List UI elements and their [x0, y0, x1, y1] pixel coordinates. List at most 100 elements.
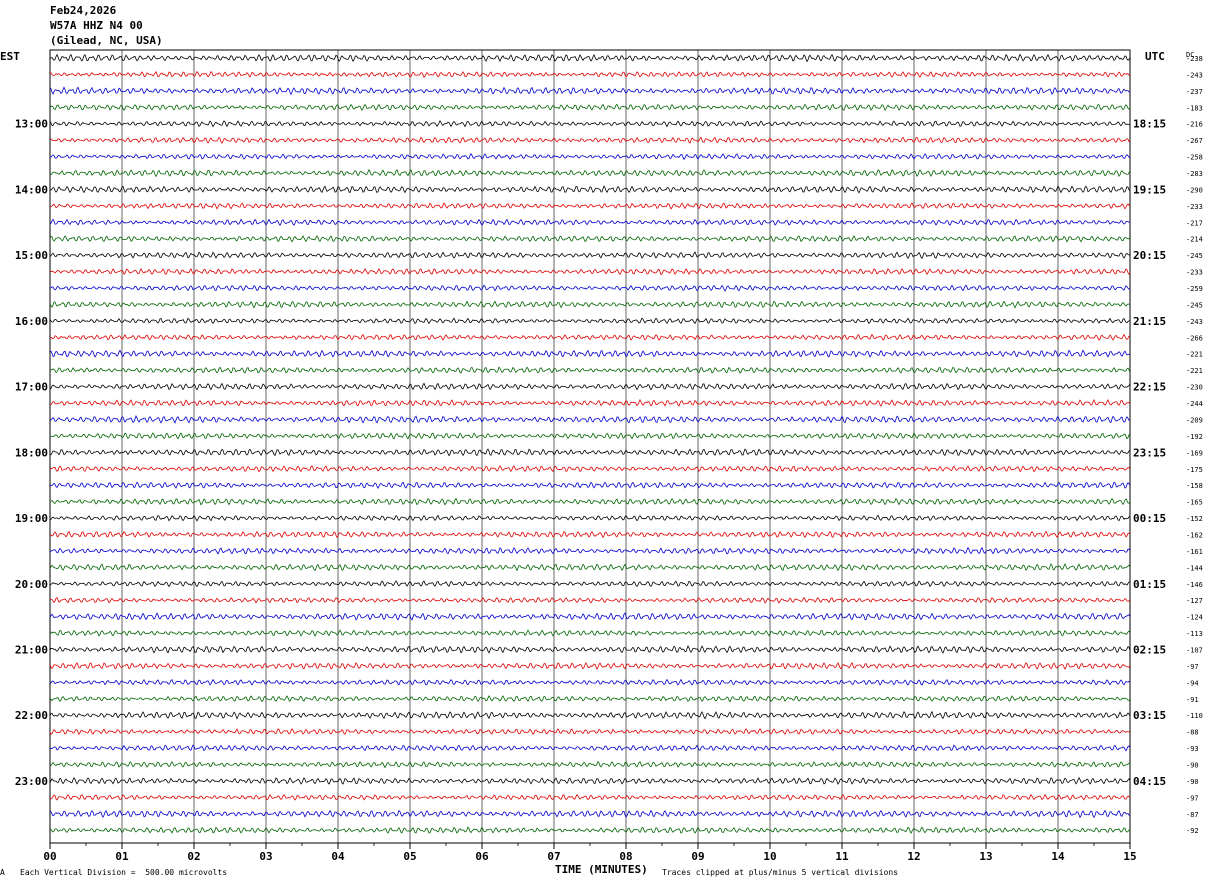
seismic-trace — [49, 629, 1131, 637]
plot-frame — [49, 49, 1131, 844]
trace-dc-offset: -233 — [1186, 269, 1203, 277]
right-hour-label: 01:15 — [1133, 578, 1166, 591]
x-tick-label: 15 — [1123, 850, 1136, 863]
seismic-trace — [49, 349, 1131, 358]
seismic-trace — [49, 563, 1131, 572]
seismic-trace — [49, 218, 1131, 226]
right-hour-label: 22:15 — [1133, 381, 1166, 394]
trace-dc-offset: -266 — [1186, 334, 1203, 342]
left-hour-label: 23:00 — [15, 775, 48, 788]
trace-dc-offset: -175 — [1186, 466, 1203, 474]
trace-dc-offset: -124 — [1186, 614, 1203, 622]
seismic-trace — [49, 169, 1131, 178]
left-hour-label: 14:00 — [15, 183, 48, 196]
trace-dc-offset: -221 — [1186, 351, 1203, 359]
seismic-trace — [49, 760, 1131, 769]
trace-dc-offset: -165 — [1186, 499, 1203, 507]
seismic-trace — [49, 695, 1131, 703]
x-tick-label: 12 — [907, 850, 920, 863]
seismic-trace — [49, 481, 1131, 490]
trace-dc-offset: -267 — [1186, 137, 1203, 145]
trace-dc-offset: -91 — [1186, 696, 1199, 704]
left-hour-label: 15:00 — [15, 249, 48, 262]
trace-dc-offset: -90 — [1186, 778, 1199, 786]
trace-dc-offset: -258 — [1186, 154, 1203, 162]
seismic-trace — [49, 235, 1131, 243]
seismic-trace — [49, 530, 1131, 539]
trace-dc-offset: -183 — [1186, 104, 1203, 112]
seismic-trace — [49, 710, 1131, 720]
trace-dc-offset: -144 — [1186, 564, 1203, 572]
seismic-trace — [49, 612, 1131, 621]
left-hour-label: 20:00 — [15, 578, 48, 591]
trace-dc-offset: -152 — [1186, 515, 1203, 523]
trace-dc-offset: -245 — [1186, 301, 1203, 309]
right-hour-label: 04:15 — [1133, 775, 1166, 788]
trace-dc-offset: -243 — [1186, 71, 1203, 79]
left-hour-label: 18:00 — [15, 446, 48, 459]
x-tick-label: 01 — [115, 850, 129, 863]
right-hour-label: 02:15 — [1133, 643, 1166, 656]
right-hour-label: 03:15 — [1133, 709, 1166, 722]
trace-dc-offset: -87 — [1186, 811, 1199, 819]
seismic-trace — [49, 202, 1131, 210]
seismic-trace — [49, 103, 1131, 111]
seismic-trace — [49, 826, 1131, 835]
trace-dc-offset: -214 — [1186, 236, 1203, 244]
trace-dc-offset: -97 — [1186, 663, 1199, 671]
x-tick-label: 08 — [619, 850, 632, 863]
trace-dc-offset: -127 — [1186, 597, 1203, 605]
trace-dc-offset: -259 — [1186, 285, 1203, 293]
trace-dc-offset: -110 — [1186, 712, 1203, 720]
seismic-trace — [49, 465, 1131, 473]
seismic-trace — [49, 284, 1131, 292]
seismic-trace — [49, 497, 1131, 506]
trace-dc-offset: -217 — [1186, 219, 1203, 227]
corner-mark: A — [0, 868, 5, 877]
x-tick-label: 00 — [43, 850, 56, 863]
seismic-trace — [49, 448, 1131, 457]
station-location: (Gilead, NC, USA) — [50, 34, 163, 47]
clip-note: Traces clipped at plus/minus 5 vertical … — [662, 868, 899, 877]
seismic-trace — [49, 317, 1131, 325]
seismic-trace — [49, 300, 1131, 309]
seismic-trace — [49, 809, 1131, 819]
trace-dc-offset: -245 — [1186, 252, 1203, 260]
seismic-trace — [49, 53, 1131, 63]
seismic-trace — [49, 793, 1131, 801]
seismic-trace — [49, 580, 1131, 588]
x-tick-label: 09 — [691, 850, 704, 863]
trace-dc-offset: -161 — [1186, 548, 1203, 556]
seismic-trace — [49, 70, 1131, 78]
trace-dc-offset: -283 — [1186, 170, 1203, 178]
trace-dc-offset: -233 — [1186, 203, 1203, 211]
x-tick-label: 13 — [979, 850, 992, 863]
seismic-trace — [49, 136, 1131, 144]
x-tick-label: 06 — [475, 850, 489, 863]
right-hour-label: 21:15 — [1133, 315, 1166, 328]
trace-dc-offset: -90 — [1186, 761, 1199, 769]
x-tick-label: 02 — [187, 850, 200, 863]
seismic-trace — [49, 546, 1131, 555]
seismic-trace — [49, 596, 1131, 604]
x-tick-label: 11 — [835, 850, 849, 863]
seismic-trace — [49, 333, 1131, 341]
seismic-trace — [49, 382, 1131, 391]
trace-dc-offset: -290 — [1186, 186, 1203, 194]
seismic-trace — [49, 661, 1131, 670]
trace-dc-offset: -238 — [1186, 55, 1203, 63]
seismic-trace — [49, 744, 1131, 752]
trace-dc-offset: -230 — [1186, 384, 1203, 392]
seismic-trace — [49, 366, 1131, 374]
x-tick-label: 07 — [547, 850, 560, 863]
division-note: Each Vertical Division = 500.00 microvol… — [20, 868, 228, 877]
left-hour-label: 16:00 — [15, 315, 48, 328]
trace-dc-offset: -243 — [1186, 318, 1203, 326]
trace-dc-offset: -113 — [1186, 630, 1203, 638]
trace-dc-offset: -88 — [1186, 729, 1199, 737]
trace-dc-offset: -244 — [1186, 400, 1203, 408]
left-hour-label: 17:00 — [15, 381, 48, 394]
record-date: Feb24,2026 — [50, 4, 117, 17]
trace-dc-offset: -107 — [1186, 646, 1203, 654]
